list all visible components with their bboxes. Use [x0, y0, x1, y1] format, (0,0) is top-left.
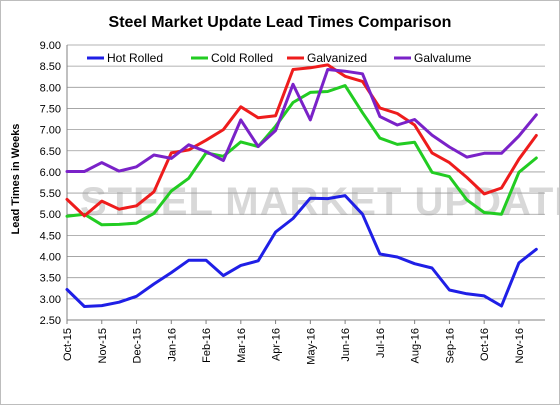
x-tick-label: Jun-16 — [340, 328, 352, 362]
x-tick-label: Nov-16 — [514, 328, 526, 363]
x-tick-label: Dec-15 — [132, 328, 144, 363]
legend-label: Galvanized — [307, 51, 367, 65]
y-tick-label: 7.50 — [40, 103, 61, 115]
legend-label: Galvalume — [414, 51, 472, 65]
x-tick-label: Nov-15 — [97, 328, 109, 363]
x-tick-label: May-16 — [305, 328, 317, 365]
legend-label: Hot Rolled — [107, 51, 163, 65]
x-tick-label: Oct-15 — [62, 328, 74, 361]
x-tick-label: Oct-16 — [479, 328, 491, 361]
x-tick-label: Jan-16 — [166, 328, 178, 362]
axes: 2.50 3.00 3.50 4.00 4.50 5.00 5.50 6.00 6.50 7.00… — [40, 40, 545, 365]
legend-label: Cold Rolled — [211, 51, 273, 65]
y-tick-label: 8.50 — [40, 61, 61, 73]
legend: Hot Rolled Cold Rolled Galvanized Galvalume — [87, 51, 472, 65]
y-tick-label: 9.00 — [40, 40, 61, 52]
y-tick-label: 4.50 — [40, 230, 61, 242]
y-tick-label: 3.50 — [40, 273, 61, 285]
x-tick-label: Jul-16 — [375, 328, 387, 358]
gridlines — [67, 44, 545, 321]
x-tick-label: Apr-16 — [271, 328, 283, 361]
x-tick-label: Sep-16 — [444, 328, 456, 363]
y-tick-label: 2.50 — [40, 315, 61, 327]
series-line-galvanized — [65, 63, 538, 218]
series-lines — [65, 63, 538, 308]
y-tick-label: 5.50 — [40, 188, 61, 200]
y-tick-label: 7.00 — [40, 125, 61, 137]
chart-title: Steel Market Update Lead Times Compariso… — [109, 14, 452, 31]
y-tick-label: 4.00 — [40, 252, 61, 264]
y-tick-label: 6.00 — [40, 167, 61, 179]
y-tick-label: 3.00 — [40, 294, 61, 306]
y-tick-label: 8.00 — [40, 82, 61, 94]
x-tick-label: Mar-16 — [236, 328, 248, 363]
y-axis-label: Lead Times in Weeks — [10, 124, 22, 235]
y-tick-label: 5.00 — [40, 209, 61, 221]
series-line-hot-rolled — [65, 194, 538, 308]
x-tick-label: Feb-16 — [201, 328, 213, 363]
series-line-galvalume — [65, 68, 538, 173]
y-tick-label: 6.50 — [40, 146, 61, 158]
watermark-text: STEEL MARKET UPDATE — [80, 180, 559, 224]
x-tick-label: Aug-16 — [410, 328, 422, 363]
series-line-cold-rolled — [65, 84, 538, 227]
